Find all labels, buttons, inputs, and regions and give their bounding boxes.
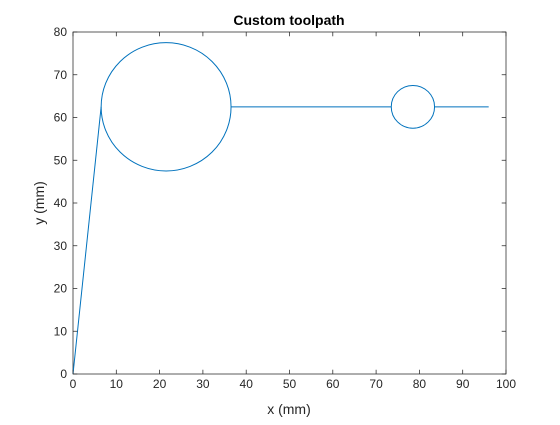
y-axis-label: y (mm) — [31, 181, 47, 225]
plot-area — [72, 31, 507, 375]
y-tick-label: 10 — [54, 324, 68, 338]
y-tick-label: 60 — [54, 111, 68, 125]
y-tick-label: 40 — [54, 196, 68, 210]
chart-title: Custom toolpath — [233, 12, 344, 28]
x-tick-label: 70 — [369, 377, 383, 391]
x-tick-label: 20 — [153, 377, 167, 391]
axes-box — [72, 31, 507, 375]
x-tick-label: 80 — [413, 377, 427, 391]
x-tick-label: 0 — [70, 377, 77, 391]
toolpath-line-segment — [72, 106, 102, 375]
y-tick-label: 0 — [60, 367, 67, 381]
x-tick-label: 60 — [326, 377, 340, 391]
y-tick-label: 50 — [54, 153, 68, 167]
x-tick-label: 50 — [283, 377, 297, 391]
y-tick-label: 70 — [54, 68, 68, 82]
x-axis-label: x (mm) — [267, 401, 311, 417]
x-tick-label: 100 — [496, 377, 516, 391]
y-tick-label: 80 — [54, 25, 68, 39]
y-tick-label: 30 — [54, 239, 68, 253]
axis-ticks: 0 10 20 30 40 50 60 70 80 90 100 0 10 20 30 40 50 60 70 80 — [54, 25, 517, 391]
x-tick-label: 30 — [196, 377, 210, 391]
x-tick-label: 10 — [110, 377, 124, 391]
x-tick-label: 40 — [240, 377, 254, 391]
x-tick-label: 90 — [456, 377, 470, 391]
y-tick-label: 20 — [54, 282, 68, 296]
